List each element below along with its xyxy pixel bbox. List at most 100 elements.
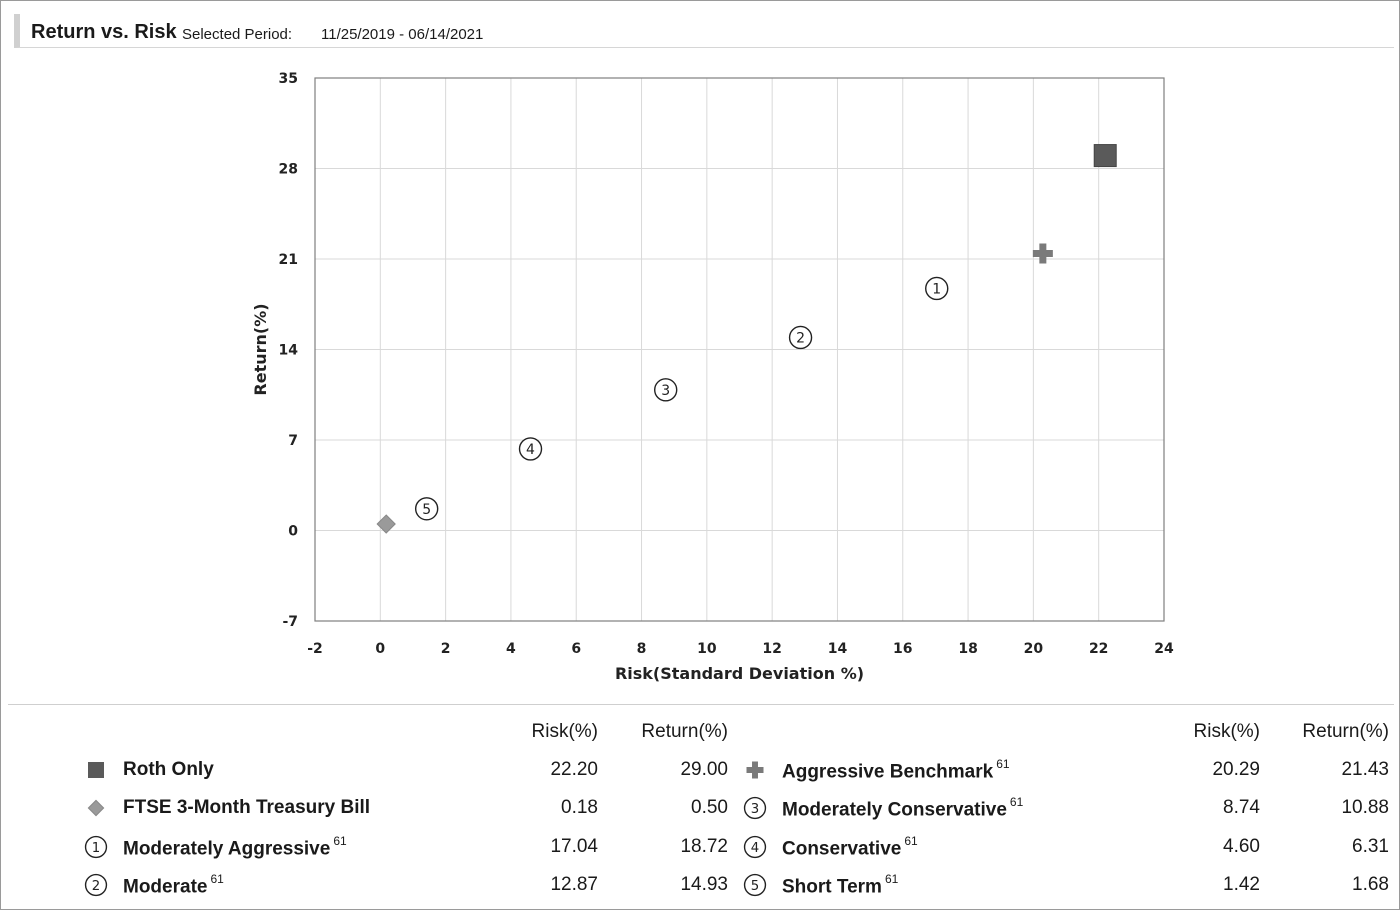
marker-circle [788,325,813,350]
y-tick-label: 14 [279,343,299,359]
marker-circle-number: 5 [422,502,431,518]
marker-plus [1032,243,1053,264]
legend-series-name: Moderate 61 [123,872,224,898]
square-icon [84,758,108,782]
circle-5-icon: 5 [743,873,767,897]
marker-circle-number: 2 [796,330,805,346]
legend-return-value: 18.72 [680,836,728,857]
legend-icon-graphic [88,762,104,778]
y-tick-label: 21 [279,252,298,268]
legend-return-value: 1.68 [1352,874,1389,895]
legend-icon-graphic: 1 [84,835,108,859]
y-axis-title: Return(%) [251,303,270,395]
return-risk-scatter-chart: -2 0 2 4 6 8 10 12 14 16 18 20 22 24-70714212835Risk(… [251,71,1174,683]
legend-series-name: Moderately Aggressive 61 [123,834,347,860]
legend-series-label: Short Term [782,876,882,898]
legend-return-value: 21.43 [1341,759,1389,780]
marker-circle-number: 4 [751,841,759,856]
legend-risk-value: 4.60 [1223,836,1260,857]
legend-series-name: Conservative 61 [782,834,918,860]
legend-return-value: 29.00 [680,759,728,780]
legend-icon-graphic [746,761,764,779]
legend-icon-graphic: 3 [743,796,767,820]
legend-series-name: FTSE 3-Month Treasury Bill [123,797,370,819]
legend-risk-value: 1.42 [1223,874,1260,895]
x-tick-label: 2 [441,641,451,657]
y-tick-label: 0 [288,524,298,540]
circle-3-icon: 3 [743,796,767,820]
marker-circle [743,873,767,897]
panel-header: Return vs. Risk Selected Period: 11/25/2… [14,14,1394,48]
circle-4-icon: 4 [743,835,767,859]
legend-icon-graphic: 4 [743,835,767,859]
legend-left-return-header: Return(%) [641,721,728,742]
x-tick-label: 6 [571,641,581,657]
legend-series-name: Moderately Conservative 61 [782,795,1024,821]
legend-series-label: Moderately Aggressive [123,838,331,860]
legend-risk-value: 12.87 [550,874,598,895]
marker-circle [654,378,678,402]
legend-series-label: FTSE 3-Month Treasury Bill [123,797,371,818]
data-point: 5 [414,497,439,521]
marker-diamond [87,799,105,817]
legend-risk-value: 0.18 [561,797,598,818]
footnote-ref[interactable]: 61 [884,872,899,886]
x-tick-label: 4 [506,641,516,657]
x-tick-label: 22 [1089,641,1108,657]
x-tick-label: 14 [828,641,848,657]
x-tick-label: 0 [375,641,385,657]
data-point: 1 [925,276,949,301]
legend-series-name: Short Term 61 [782,872,899,898]
marker-circle [743,796,767,820]
legend-risk-value: 22.20 [550,759,598,780]
marker-circle-number: 3 [661,383,670,399]
data-point [1093,144,1117,168]
marker-circle [925,276,949,301]
legend-risk-value: 20.29 [1212,759,1260,780]
footnote-ref[interactable]: 61 [996,757,1010,771]
circle-1-icon: 1 [84,835,108,859]
marker-circle-number: 1 [92,841,100,856]
period-label: Selected Period: [182,26,293,43]
diamond-icon [84,796,108,820]
plus-icon [743,758,767,782]
marker-circle [84,835,108,859]
legend-series-name: Roth Only [123,759,214,781]
legend-return-value: 10.88 [1341,797,1389,818]
legend-icon-graphic: 5 [743,873,767,897]
x-axis-title: Risk(Standard Deviation %) [615,664,864,683]
marker-circle [84,873,108,897]
footnote-ref[interactable]: 61 [210,872,224,886]
marker-circle [414,497,439,521]
marker-square [1093,144,1117,168]
legend-series-label: Moderate [123,876,208,898]
legend-divider [8,704,1394,705]
marker-circle-number: 3 [751,802,759,817]
legend-square [88,762,104,778]
legend-series-label: Roth Only [123,759,214,780]
legend-right-return-header: Return(%) [1302,721,1389,742]
marker-circle [743,835,767,859]
x-tick-label: 16 [893,641,912,657]
footnote-ref[interactable]: 61 [333,834,347,848]
legend-icon-graphic [87,799,105,817]
chart-title: Return vs. Risk [31,21,177,43]
footnote-ref[interactable]: 61 [904,834,918,848]
legend-series-name: Aggressive Benchmark 61 [782,757,1010,783]
x-tick-label: -2 [307,641,323,657]
x-tick-label: 10 [697,641,717,657]
marker-circle [518,437,543,461]
y-tick-label: 7 [288,433,298,449]
y-tick-label: 28 [279,162,298,178]
legend-risk-value: 8.74 [1223,797,1260,818]
data-point: 2 [788,325,813,350]
footnote-ref[interactable]: 61 [1009,795,1024,809]
marker-plus [746,761,764,779]
legend-left-risk-header: Risk(%) [531,721,599,742]
legend-series-label: Conservative [782,838,902,860]
legend-return-value: 0.50 [691,797,728,818]
y-tick-label: 35 [279,71,298,87]
marker-circle-number: 2 [92,879,100,894]
legend-icon-graphic: 2 [84,873,108,897]
x-tick-label: 24 [1154,641,1174,657]
